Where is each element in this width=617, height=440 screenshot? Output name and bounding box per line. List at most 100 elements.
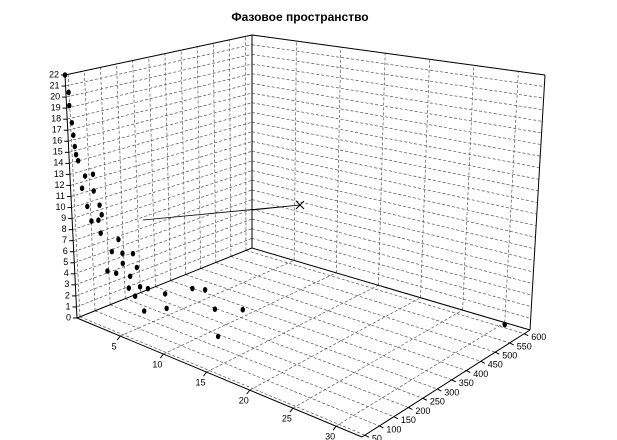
point <box>89 218 94 224</box>
grid-line <box>163 272 337 355</box>
grid-line <box>83 70 96 311</box>
grid-line <box>74 208 253 275</box>
grid-line <box>67 74 81 317</box>
point <box>85 203 90 210</box>
grid-line <box>73 179 253 242</box>
grid-line <box>67 73 253 120</box>
point <box>145 285 151 292</box>
z-tick-label: 17 <box>52 125 62 135</box>
box-edge <box>361 329 531 438</box>
z-tick-label: 19 <box>51 103 61 113</box>
grid-line <box>72 170 253 230</box>
point <box>72 143 77 150</box>
x-tick-label: 20 <box>239 395 249 405</box>
cross-marker <box>295 200 305 210</box>
point <box>127 273 133 280</box>
grid-line <box>67 83 253 131</box>
point <box>164 305 169 312</box>
box-edge <box>76 247 253 319</box>
point <box>240 306 245 313</box>
tick-mark <box>437 388 442 392</box>
grid-line <box>69 121 253 175</box>
grid-line <box>148 57 156 287</box>
point <box>97 202 102 208</box>
x-tick-label: 15 <box>196 377 206 387</box>
tick-mark <box>364 434 370 438</box>
box-edge <box>251 247 531 331</box>
grid-line <box>200 268 481 362</box>
z-tick-label: 2 <box>65 290 70 300</box>
z-tick-label: 18 <box>51 114 61 124</box>
z-tick-label: 9 <box>61 213 66 223</box>
point <box>79 185 85 192</box>
grid-line <box>68 102 253 153</box>
z-tick-label: 10 <box>56 202 66 212</box>
grid <box>64 34 546 436</box>
tick-mark <box>422 397 428 401</box>
grid-line <box>230 256 510 344</box>
tick-mark <box>408 407 413 410</box>
grid-line <box>251 112 540 169</box>
point <box>82 173 88 179</box>
z-tick-label: 1 <box>65 301 70 311</box>
point <box>71 132 76 138</box>
grid-line <box>185 274 467 371</box>
grid-line <box>69 112 253 164</box>
y-tick-label: 350 <box>459 378 474 388</box>
tick-mark <box>332 425 337 431</box>
grid-line <box>251 63 544 111</box>
grid-line <box>116 63 126 299</box>
z-tick-label: 20 <box>50 91 60 101</box>
grid-line <box>245 250 525 335</box>
grid-line <box>249 297 421 391</box>
grid-line <box>251 170 536 238</box>
x-tick-label: 30 <box>325 432 335 440</box>
tick-mark <box>466 370 471 374</box>
grid-line <box>212 43 217 263</box>
grid-line <box>66 54 253 98</box>
point <box>98 230 103 236</box>
grid-line <box>75 228 253 297</box>
grid-line <box>196 46 202 269</box>
grid-line <box>229 39 232 257</box>
box-edges <box>61 34 546 438</box>
grid-line <box>251 179 535 250</box>
z-tick-label: 14 <box>53 158 63 168</box>
z-tick-label: 3 <box>64 279 69 289</box>
point <box>99 211 104 218</box>
point <box>66 89 71 96</box>
grid-line <box>110 304 394 418</box>
grid-line <box>70 141 253 197</box>
grid-line <box>73 189 253 253</box>
grid-line <box>70 131 253 186</box>
point <box>96 217 101 223</box>
grid-line <box>251 189 535 261</box>
grid-line <box>75 218 253 286</box>
grid-line <box>94 310 380 427</box>
grid-line <box>140 292 423 399</box>
tick-mark <box>246 389 251 395</box>
grid-line <box>71 160 253 219</box>
grid-line <box>180 50 186 275</box>
tick-mark <box>159 353 164 359</box>
grid-line <box>251 83 542 134</box>
point <box>69 119 75 126</box>
y-tick-label: 300 <box>444 387 459 397</box>
grid-line <box>74 199 253 264</box>
z-tick-label: 16 <box>52 136 62 146</box>
point <box>132 293 138 299</box>
tick-mark <box>116 335 121 341</box>
x-tick-label: 10 <box>152 359 162 369</box>
y-tick-label: 600 <box>531 332 546 342</box>
x-tick-label: 25 <box>282 414 292 424</box>
grid-line <box>251 218 533 296</box>
z-tick-label: 15 <box>53 147 63 157</box>
z-tick-label: 4 <box>64 268 69 278</box>
grid-line <box>79 316 366 436</box>
grid-line <box>100 67 111 305</box>
grid-line <box>251 131 539 192</box>
z-tick-label: 5 <box>63 257 68 267</box>
box-edge <box>76 317 363 438</box>
box-edge <box>529 74 546 331</box>
